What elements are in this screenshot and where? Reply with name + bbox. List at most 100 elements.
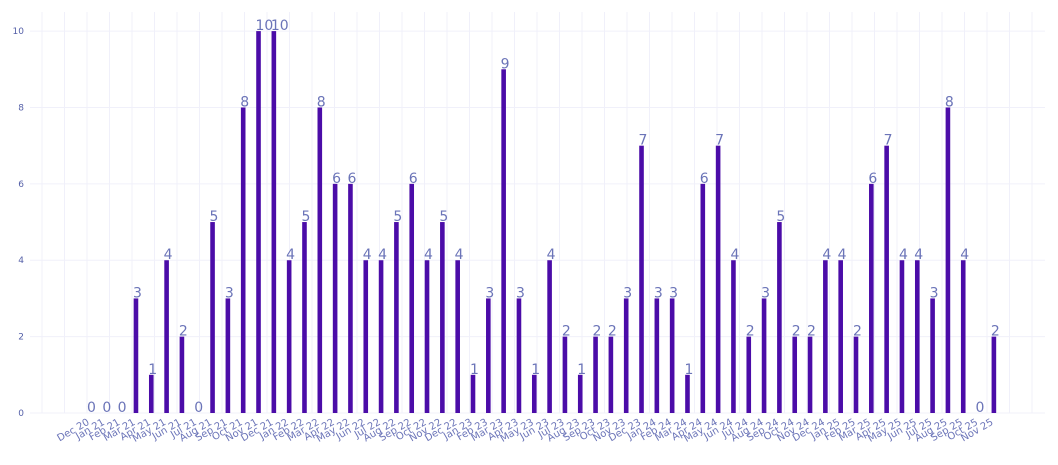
data-label: 0: [118, 400, 127, 416]
data-label: 6: [868, 171, 877, 187]
data-label: 2: [562, 324, 571, 340]
data-label: 3: [669, 285, 678, 301]
data-label: 1: [148, 362, 157, 378]
data-label: 4: [547, 247, 556, 263]
bar: [378, 260, 384, 413]
bar: [210, 222, 215, 413]
data-label: 4: [286, 247, 295, 263]
y-axis: 0 2 4 6 8 10: [13, 27, 25, 419]
data-label: 4: [363, 247, 372, 263]
bar: [945, 107, 951, 413]
data-label: 4: [730, 247, 739, 263]
bar: [225, 298, 231, 413]
data-label: 0: [194, 400, 203, 416]
data-label: 7: [715, 133, 724, 149]
data-label: 3: [133, 285, 142, 301]
data-label: 10: [271, 18, 289, 34]
bar: [363, 260, 369, 413]
bar: [179, 336, 185, 413]
data-label: 5: [301, 209, 310, 225]
data-label: 6: [409, 171, 418, 187]
bar: [700, 183, 706, 413]
bar: [547, 260, 552, 413]
data-label: 3: [485, 285, 494, 301]
bar: [623, 298, 629, 413]
bar: [516, 298, 522, 413]
bar: [286, 260, 292, 413]
bars: [133, 31, 997, 414]
bar: [654, 298, 660, 413]
bar: [715, 145, 721, 413]
data-label: 2: [608, 324, 617, 340]
data-label: 0: [102, 400, 111, 416]
data-label: 8: [317, 94, 326, 110]
bar: [823, 260, 828, 413]
bar: [731, 260, 736, 413]
bar: [930, 298, 935, 413]
bar: [914, 260, 920, 413]
bar: [853, 336, 859, 413]
bar: [761, 298, 767, 413]
y-tick-label: 2: [18, 333, 24, 343]
data-label: 2: [807, 324, 816, 340]
bar: [348, 183, 353, 413]
bar: [148, 374, 154, 413]
bar: [409, 183, 415, 413]
data-label: 8: [945, 94, 954, 110]
data-label: 0: [87, 400, 96, 416]
data-label: 2: [593, 324, 602, 340]
y-tick-label: 6: [18, 180, 24, 190]
data-label: 9: [501, 56, 510, 72]
data-label: 4: [378, 247, 387, 263]
data-label: 4: [960, 247, 969, 263]
data-label: 2: [179, 324, 188, 340]
data-label: 2: [746, 324, 755, 340]
y-tick-label: 10: [13, 27, 25, 37]
bar: [164, 260, 169, 413]
bar: [869, 183, 874, 413]
data-label: 6: [700, 171, 709, 187]
data-label: 3: [623, 285, 632, 301]
bar: [271, 31, 277, 413]
bar: [777, 222, 782, 413]
bar: [531, 374, 537, 413]
bar: [746, 336, 752, 413]
data-label: 0: [976, 400, 985, 416]
data-label: 2: [991, 324, 1000, 340]
data-label: 1: [470, 362, 479, 378]
data-label: 1: [577, 362, 586, 378]
bar: [240, 107, 246, 413]
data-label: 3: [654, 285, 663, 301]
data-label: 2: [792, 324, 801, 340]
data-label: 10: [256, 18, 274, 34]
data-label: 3: [516, 285, 525, 301]
data-label: 4: [822, 247, 831, 263]
data-label: 4: [914, 247, 923, 263]
data-label: 4: [164, 247, 173, 263]
bar: [256, 31, 261, 413]
data-label: 3: [761, 285, 770, 301]
data-label: 3: [930, 285, 939, 301]
bar: [838, 260, 843, 413]
bar: [669, 298, 675, 413]
data-label: 5: [776, 209, 785, 225]
data-label: 7: [639, 133, 648, 149]
bar: [470, 374, 476, 413]
bar: [501, 69, 506, 414]
data-label: 4: [455, 247, 464, 263]
bar: [332, 183, 338, 413]
bar: [302, 222, 307, 413]
data-label: 8: [240, 94, 249, 110]
data-label: 1: [684, 362, 693, 378]
bar: [685, 374, 690, 413]
bar: [424, 260, 430, 413]
data-label: 1: [531, 362, 540, 378]
bar: [577, 374, 583, 413]
y-tick-label: 4: [18, 256, 24, 266]
bar: [593, 336, 598, 413]
bar: [792, 336, 798, 413]
bar: [960, 260, 966, 413]
